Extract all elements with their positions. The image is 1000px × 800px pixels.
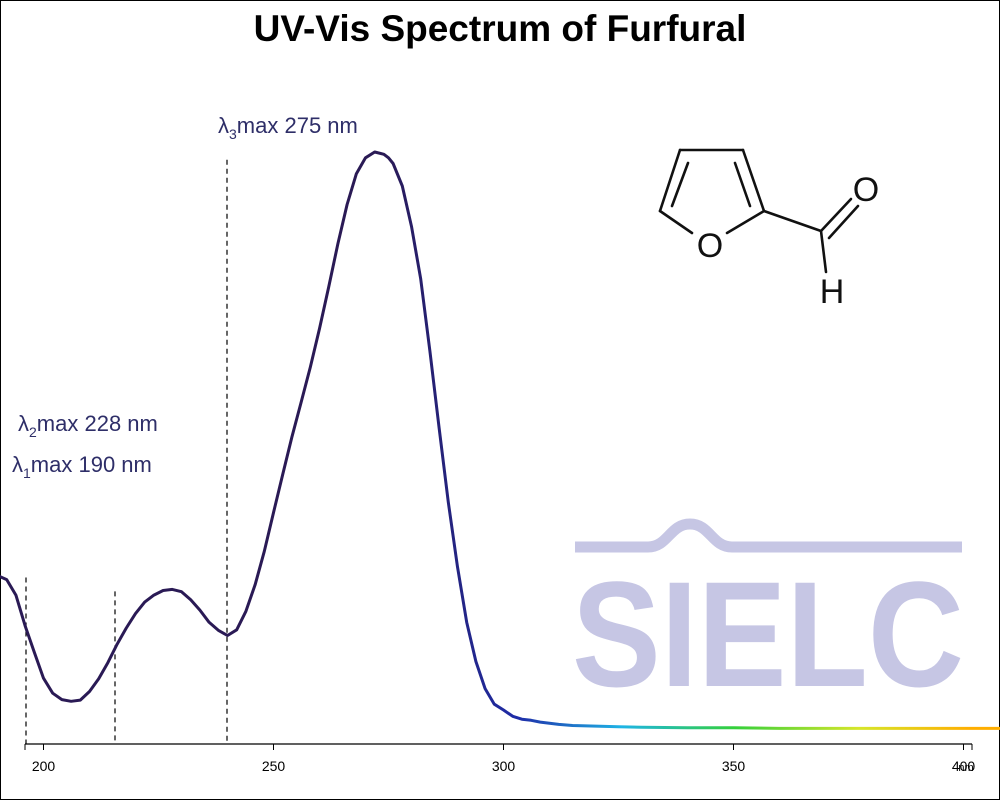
x-tick-label-400: 400	[952, 758, 976, 774]
bond	[827, 204, 860, 240]
x-tick-label-200: 200	[32, 758, 56, 774]
carbonyl-oxygen-label: O	[853, 171, 879, 209]
peak-annotation-190: λ1max 190 nm	[12, 452, 152, 481]
bond	[658, 209, 694, 235]
bond	[670, 161, 690, 208]
sielc-watermark: SIELC	[572, 518, 964, 718]
x-tick-label-300: 300	[492, 758, 516, 774]
chart-title: UV-Vis Spectrum of Furfural	[253, 8, 747, 49]
ring-oxygen-label: O	[697, 227, 723, 265]
peak-annotation-228: λ2max 228 nm	[18, 411, 158, 440]
bond	[733, 161, 752, 208]
x-tick-label-350: 350	[722, 758, 746, 774]
hydrogen-label: H	[820, 273, 845, 311]
bond	[762, 209, 823, 233]
watermark-text: SIELC	[572, 550, 964, 718]
bond	[741, 148, 766, 213]
x-axis-ticks: 200250300350400450500550	[24, 744, 976, 774]
bond	[658, 148, 682, 213]
bond	[819, 229, 828, 274]
furfural-structure	[658, 148, 860, 274]
peak-markers	[25, 159, 228, 744]
peak-annotation-275: λ3max 275 nm	[218, 113, 358, 142]
spectrum-line	[0, 150, 1000, 730]
watermark-swoosh	[575, 518, 962, 553]
peak-annotations: λ3max 275 nm λ2max 228 nm λ1max 190 nm	[12, 113, 358, 481]
bond	[819, 197, 853, 233]
x-tick-label-250: 250	[262, 758, 286, 774]
x-axis-unit: nm	[958, 762, 973, 774]
bond	[725, 209, 766, 235]
